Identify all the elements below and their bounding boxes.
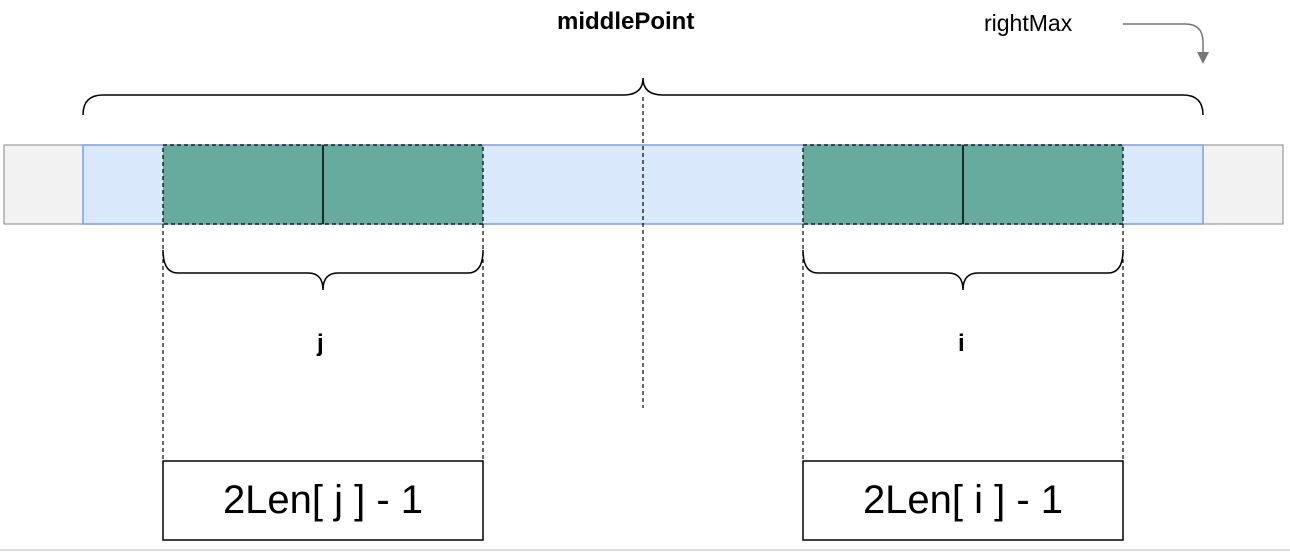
j-span-label: j bbox=[317, 330, 324, 357]
j-brace bbox=[162, 249, 484, 291]
right-max-label: rightMax bbox=[984, 10, 1073, 36]
top-brace bbox=[82, 77, 1204, 116]
j-formula-label: 2Len[ j ] - 1 bbox=[222, 478, 424, 522]
j-formula-box bbox=[162, 460, 484, 541]
i-span-label: i bbox=[958, 330, 965, 357]
i-formula-label: 2Len[ i ] - 1 bbox=[862, 478, 1064, 522]
right-max-arrowhead-icon bbox=[1197, 52, 1209, 64]
left-outer-cell bbox=[3, 144, 84, 225]
middle-point-label: middlePoint bbox=[557, 8, 695, 35]
i-formula-box bbox=[802, 460, 1124, 541]
right-max-arrow bbox=[1123, 23, 1204, 58]
i-brace bbox=[802, 249, 1124, 291]
right-outer-cell bbox=[1202, 144, 1284, 225]
